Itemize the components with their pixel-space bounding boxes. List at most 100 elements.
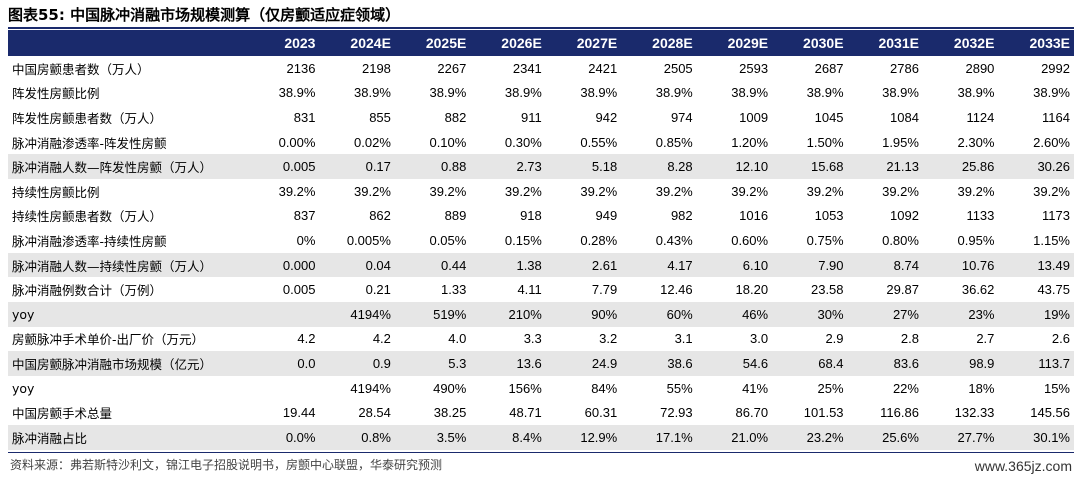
table-cell: 72.93 (660, 405, 693, 421)
table-cell: 21.13 (847, 154, 923, 179)
table-cell: 38.9% (731, 85, 769, 101)
table-cell: 68.4 (772, 351, 848, 376)
table-cell: 43.75 (1037, 282, 1070, 298)
table-row: 脉冲消融人数—阵发性房颤（万人） 0.005 0.17 0.88 2.73 5.18 8.2… (8, 154, 1074, 179)
table-row: 阵发性房颤患者数（万人） 831 855 882 911 942 974 1009 1045 10… (8, 105, 1074, 130)
table-cell: 4194% (350, 380, 391, 396)
table-cell: 36.62 (961, 282, 995, 298)
table-row: 脉冲消融人数—持续性房颤（万人） 0.000 0.04 0.44 1.38 2.61 4.1… (8, 252, 1074, 278)
column-header: 2030E (772, 30, 848, 56)
table-cell: 1084 (890, 109, 919, 125)
table-cell: 1053 (814, 208, 844, 224)
table-cell: 3.0 (750, 331, 769, 347)
column-header: 2033E (998, 30, 1074, 56)
table-cell: 25.86 (922, 154, 999, 179)
market-size-table: 2023 2024E 2025E 2026E 2027E 2028E 2029E… (8, 30, 1074, 450)
table-cell: 519% (394, 301, 471, 327)
table-cell: 2198 (361, 60, 391, 76)
table-body: 中国房颤患者数（万人） 2136 2198 2267 2341 2421 2505 2593 2… (8, 56, 1074, 450)
table-cell: 0.005 (282, 282, 316, 298)
table-cell: 3.5% (394, 424, 471, 450)
table-cell: 3.1 (674, 331, 693, 347)
table-cell: 38.9% (354, 85, 391, 101)
table-cell: 2136 (286, 60, 316, 76)
column-header: 2025E (394, 30, 471, 56)
table-cell: 23% (922, 301, 999, 327)
table-cell: 132.33 (954, 405, 995, 421)
column-header: 2024E (319, 30, 395, 56)
table-cell: 4194% (319, 301, 395, 327)
table-cell: 113.7 (998, 351, 1074, 376)
column-header: 2028E (621, 30, 697, 56)
table-cell: 0.75% (806, 232, 844, 248)
table-cell: 5.3 (394, 351, 471, 376)
table-cell: 0.95% (957, 232, 995, 248)
table-cell: 2.60% (1033, 134, 1070, 150)
table-cell: 0.04 (319, 252, 395, 278)
table-cell: 39.2% (429, 183, 467, 199)
table-row: 中国房颤患者数（万人） 2136 2198 2267 2341 2421 2505 2593 2… (8, 56, 1074, 81)
table-cell: 0.0% (244, 424, 320, 450)
table-cell: 0.21 (365, 282, 391, 298)
row-label: 中国房颤脉冲消融市场规模（亿元） (8, 351, 245, 376)
table-cell: 27% (847, 301, 923, 327)
table-cell: 982 (670, 208, 693, 224)
table-cell: 8.74 (847, 252, 923, 278)
table-cell: 8.4% (470, 424, 546, 450)
table-row: 中国房颤脉冲消融市场规模（亿元） 0.0 0.9 5.3 13.6 24.9 38.6 54.… (8, 351, 1074, 376)
table-cell: 38.9% (655, 85, 693, 101)
table-cell: 15% (1043, 380, 1070, 396)
table-cell: 23.58 (810, 282, 844, 298)
table-cell: 38.9% (957, 85, 995, 101)
table-cell: 18% (968, 380, 995, 396)
table-cell: 22% (892, 380, 919, 396)
table-cell: 10.76 (922, 252, 999, 278)
table-cell: 2.9 (825, 331, 844, 347)
table-cell: 0.005 (244, 154, 320, 179)
table-cell: 23.2% (772, 424, 848, 450)
row-label: 持续性房颤患者数（万人） (12, 209, 163, 225)
table-cell: 490% (433, 380, 467, 396)
column-header: 2031E (847, 30, 923, 56)
row-label: yoy (12, 380, 35, 396)
table-cell: 4.2 (372, 331, 391, 347)
table-cell: 55% (666, 380, 693, 396)
table-cell (244, 376, 319, 401)
table-cell: 1092 (890, 208, 919, 224)
table-cell: 86.70 (735, 405, 769, 421)
table-cell: 1173 (1042, 208, 1070, 224)
watermark: www.365jz.com (974, 458, 1072, 474)
table-cell: 38.9% (429, 85, 467, 101)
row-label: 阵发性房颤患者数（万人） (12, 110, 163, 126)
table-cell: 0.43% (655, 232, 693, 248)
row-label: 脉冲消融渗透率-持续性房颤 (12, 233, 167, 249)
row-label: 脉冲消融占比 (8, 424, 245, 450)
table-cell: 18.20 (735, 282, 769, 298)
table-cell: 1.50% (806, 134, 844, 150)
table-cell: 0.00% (278, 134, 316, 150)
table-row: 阵发性房颤比例 38.9% 38.9% 38.9% 38.9% 38.9% 38.9% 38.… (8, 81, 1074, 106)
table-cell: 39.2% (731, 183, 769, 199)
row-label: yoy (8, 301, 245, 327)
table-cell: 46% (696, 301, 773, 327)
table-cell: 0.05% (429, 232, 467, 248)
table-cell: 7.79 (591, 282, 618, 298)
table-cell: 1045 (814, 109, 844, 125)
table-cell: 30.1% (998, 424, 1074, 450)
table-cell: 101.53 (803, 405, 844, 421)
table-cell: 949 (595, 208, 618, 224)
table-cell: 30% (772, 301, 848, 327)
table-cell: 38.9% (504, 85, 542, 101)
table-cell: 17.1% (621, 424, 697, 450)
table-cell: 1164 (1042, 109, 1070, 125)
table-cell: 2687 (814, 60, 844, 76)
table-cell: 0.8% (319, 424, 395, 450)
table-cell: 25.6% (847, 424, 923, 450)
table-cell: 1.15% (1033, 232, 1070, 248)
table-bottom-divider (8, 452, 1074, 453)
table-cell: 0.15% (504, 232, 542, 248)
table-row: 持续性房颤比例 39.2% 39.2% 39.2% 39.2% 39.2% 39.2% 39.… (8, 179, 1074, 204)
row-label: 中国房颤手术总量 (12, 406, 113, 422)
table-cell: 48.71 (509, 405, 542, 421)
row-label: 脉冲消融人数—阵发性房颤（万人） (8, 154, 245, 179)
